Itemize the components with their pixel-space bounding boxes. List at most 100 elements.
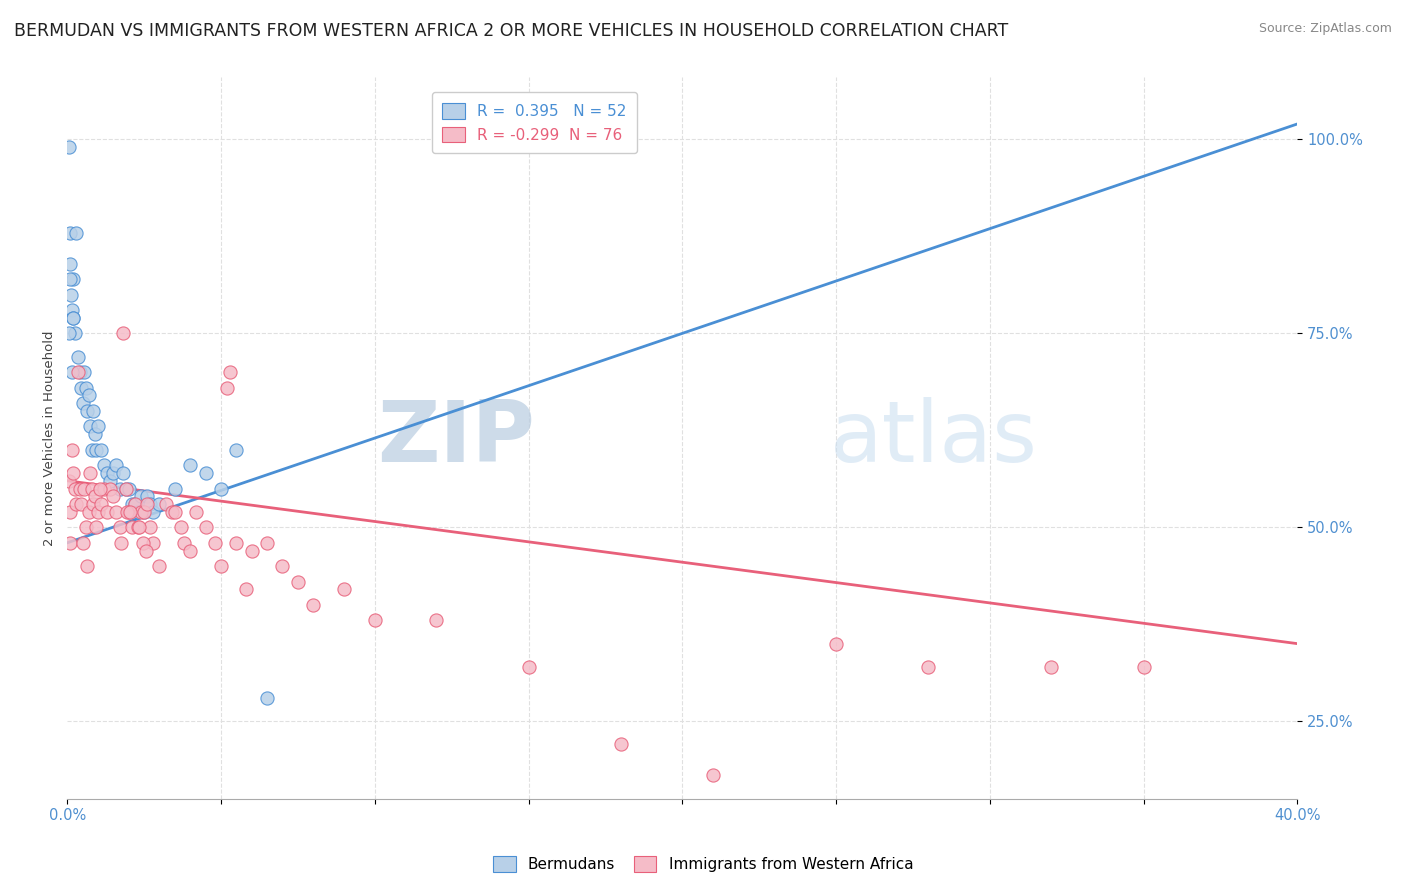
Point <box>93 458 115 473</box>
Point <box>160 505 183 519</box>
Point <box>142 505 165 519</box>
Point <box>219 365 242 379</box>
Point <box>76 559 98 574</box>
Point <box>139 497 162 511</box>
Point <box>98 474 121 488</box>
Point <box>225 536 247 550</box>
Point <box>204 536 226 550</box>
Text: Source: ZipAtlas.com: Source: ZipAtlas.com <box>1258 22 1392 36</box>
Point <box>63 326 86 341</box>
Point <box>129 489 152 503</box>
Point <box>225 442 247 457</box>
Point <box>302 598 325 612</box>
Point <box>90 442 112 457</box>
Point <box>131 536 153 550</box>
Point <box>79 419 101 434</box>
Point <box>70 497 93 511</box>
Point <box>62 310 84 325</box>
Point <box>148 497 170 511</box>
Point <box>132 505 155 519</box>
Point <box>163 482 186 496</box>
Point <box>179 458 201 473</box>
Point <box>217 381 239 395</box>
Point <box>79 466 101 480</box>
Point <box>1040 660 1063 674</box>
Point <box>60 303 83 318</box>
Point <box>517 660 540 674</box>
Point <box>58 326 80 341</box>
Point <box>62 272 84 286</box>
Point <box>66 350 89 364</box>
Point <box>333 582 356 597</box>
Point <box>62 466 84 480</box>
Point <box>118 482 141 496</box>
Point <box>86 520 108 534</box>
Point <box>73 482 96 496</box>
Point <box>209 559 232 574</box>
Point <box>77 505 100 519</box>
Point <box>87 505 110 519</box>
Point <box>59 226 82 240</box>
Point <box>80 482 103 496</box>
Point <box>89 482 111 496</box>
Point <box>163 505 186 519</box>
Point <box>90 497 112 511</box>
Point <box>60 442 83 457</box>
Point <box>128 520 150 534</box>
Point <box>121 497 143 511</box>
Point <box>59 505 82 519</box>
Point <box>364 613 387 627</box>
Point <box>917 660 939 674</box>
Legend: R =  0.395   N = 52, R = -0.299  N = 76: R = 0.395 N = 52, R = -0.299 N = 76 <box>432 92 637 153</box>
Point <box>96 466 118 480</box>
Point <box>610 738 633 752</box>
Point <box>60 365 83 379</box>
Point <box>240 543 263 558</box>
Point <box>105 458 128 473</box>
Point <box>59 272 82 286</box>
Point <box>148 559 170 574</box>
Text: ZIP: ZIP <box>377 397 534 480</box>
Legend: Bermudans, Immigrants from Western Africa: Bermudans, Immigrants from Western Afric… <box>485 848 921 880</box>
Point <box>120 505 142 519</box>
Point <box>702 768 724 782</box>
Point <box>139 520 162 534</box>
Point <box>121 520 143 534</box>
Point <box>135 543 157 558</box>
Point <box>65 497 87 511</box>
Point <box>114 482 136 496</box>
Point <box>129 505 152 519</box>
Point <box>75 381 97 395</box>
Point <box>256 690 278 705</box>
Point <box>86 442 108 457</box>
Point <box>825 637 848 651</box>
Point <box>235 582 257 597</box>
Point <box>155 497 177 511</box>
Point <box>73 365 96 379</box>
Point <box>108 482 131 496</box>
Point <box>76 404 98 418</box>
Point <box>110 536 132 550</box>
Point <box>209 482 232 496</box>
Point <box>65 226 87 240</box>
Point <box>194 520 217 534</box>
Point <box>1132 660 1154 674</box>
Point <box>194 466 217 480</box>
Point <box>111 466 134 480</box>
Point <box>179 543 201 558</box>
Point <box>136 489 159 503</box>
Point <box>114 482 136 496</box>
Point <box>62 310 84 325</box>
Point <box>77 388 100 402</box>
Point <box>142 536 165 550</box>
Point <box>70 381 93 395</box>
Point <box>115 505 138 519</box>
Point <box>98 482 121 496</box>
Point <box>96 505 118 519</box>
Point <box>69 365 91 379</box>
Point <box>82 497 104 511</box>
Point <box>287 574 309 589</box>
Point <box>59 287 82 301</box>
Point <box>82 404 104 418</box>
Point <box>84 489 107 503</box>
